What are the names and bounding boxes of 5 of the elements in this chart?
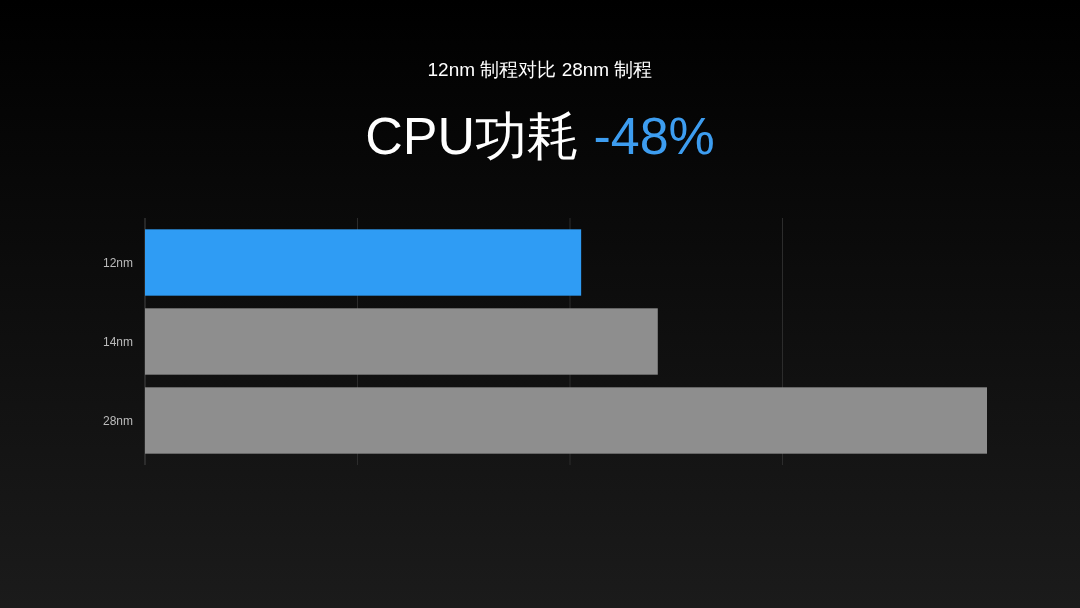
y-tick-label: 12nm	[102, 255, 133, 270]
y-tick-label: 14nm	[102, 334, 133, 349]
y-tick-label: 28nm	[102, 413, 133, 428]
chart-title: 12nm 制程对比 28nm 制程	[427, 59, 653, 80]
chart-subtitle: CPU功耗 -48%	[365, 107, 715, 165]
